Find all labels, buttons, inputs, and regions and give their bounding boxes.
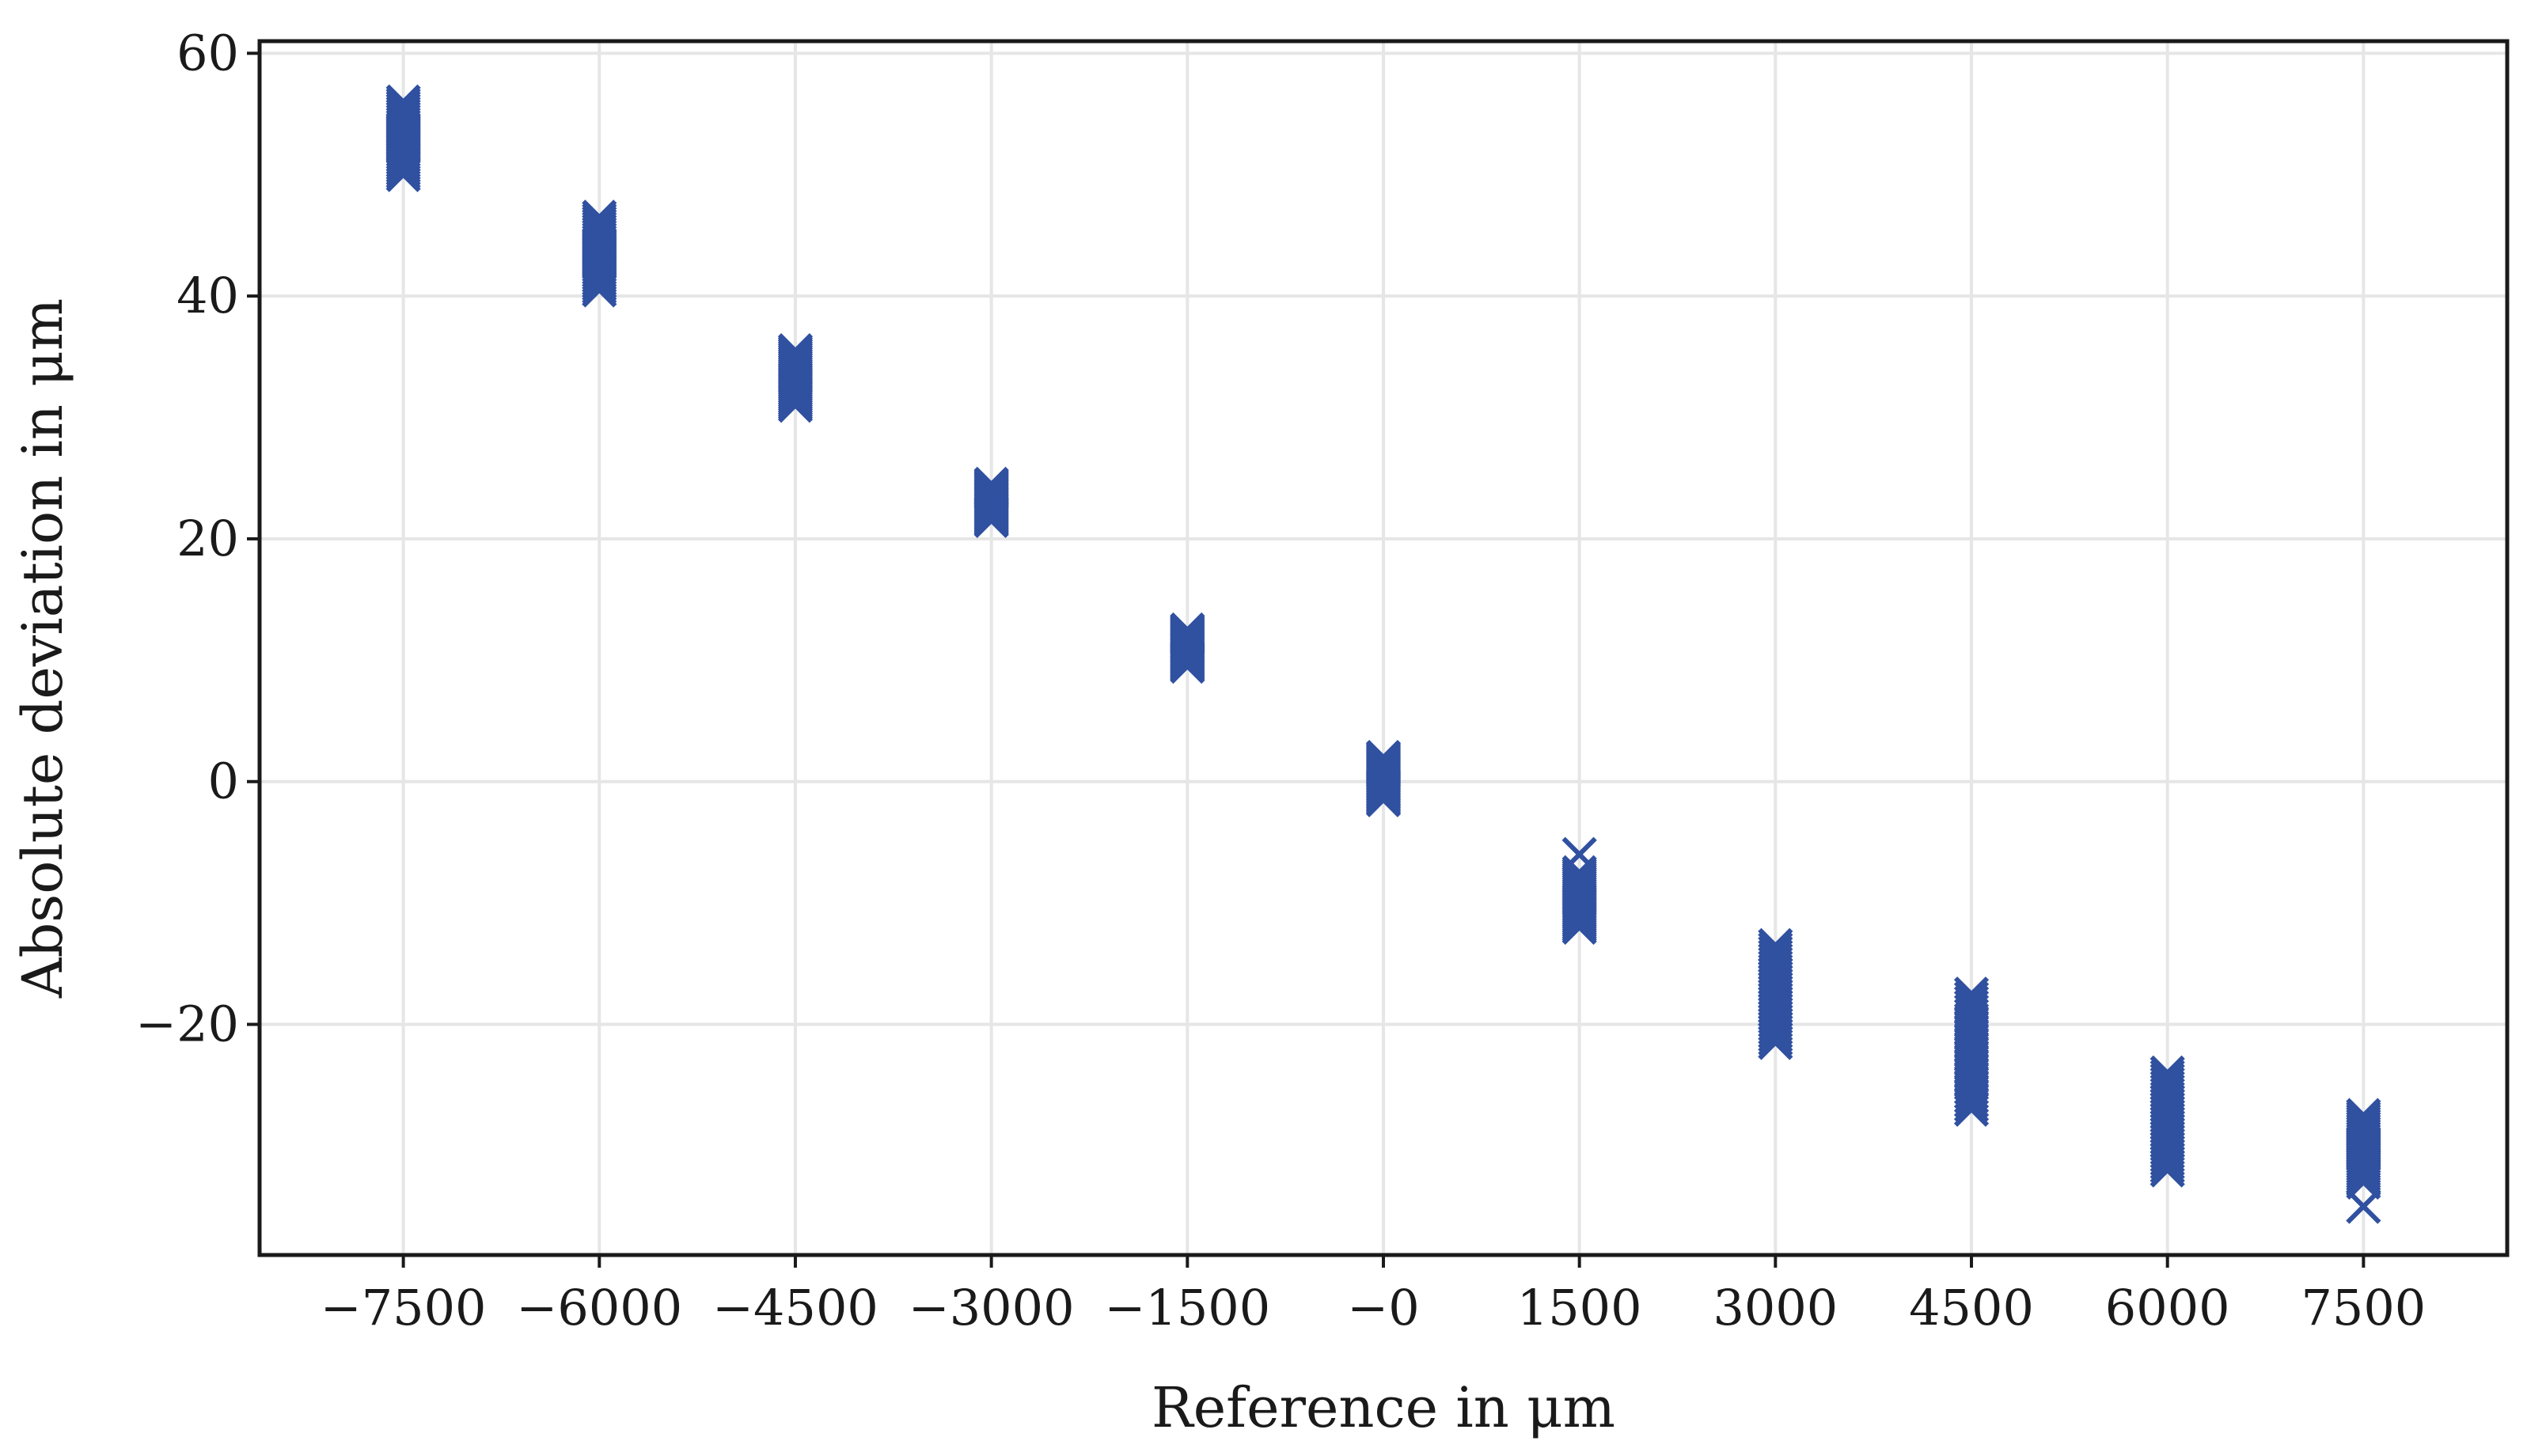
x-tick-label: −3000	[909, 1279, 1075, 1337]
data-point	[973, 466, 1009, 502]
x-tick-label: 6000	[2105, 1279, 2230, 1337]
x-tick-label: −7500	[321, 1279, 487, 1337]
axis-ticks: −7500 −6000 −4500 −3000 −1500 −0 1500 3000 4500 6…	[135, 24, 2426, 1337]
data-point	[1953, 993, 1990, 1029]
data-point	[1758, 927, 1793, 963]
data-point	[1953, 984, 1990, 1021]
y-tick-label: 40	[176, 267, 239, 324]
x-tick-label: 4500	[1909, 1279, 2034, 1337]
data-point	[582, 199, 617, 235]
data-point	[1953, 989, 1990, 1025]
x-tick-label: −1500	[1104, 1279, 1270, 1337]
data-markers	[385, 84, 2381, 1224]
data-point	[2346, 1098, 2381, 1133]
data-point	[2149, 1069, 2185, 1105]
data-point	[385, 84, 421, 119]
data-point	[1365, 739, 1402, 775]
y-tick-label: 60	[176, 24, 239, 82]
y-axis-label: Absolute deviation in μm	[10, 298, 75, 999]
data-point	[2149, 1066, 2185, 1101]
y-tick-label: −20	[135, 995, 239, 1053]
y-tick-label: 0	[208, 753, 239, 810]
x-tick-label: −6000	[516, 1279, 682, 1337]
data-point	[2149, 1062, 2185, 1098]
data-point	[777, 333, 814, 369]
x-tick-label: −4500	[712, 1279, 878, 1337]
data-point	[1758, 942, 1793, 978]
data-point	[2149, 1055, 2185, 1091]
x-axis-label: Reference in μm	[1152, 1375, 1615, 1440]
data-point	[1953, 976, 1990, 1012]
y-tick-label: 20	[176, 510, 239, 567]
data-point	[1758, 938, 1793, 974]
x-tick-label: 1500	[1517, 1279, 1642, 1337]
x-tick-label: 7500	[2301, 1279, 2426, 1337]
x-tick-label: 3000	[1713, 1279, 1838, 1337]
data-point-outlier	[2346, 1189, 2381, 1224]
x-tick-label: −0	[1347, 1279, 1419, 1337]
data-point	[1758, 931, 1793, 967]
data-point	[1758, 935, 1793, 971]
data-point-outlier	[1561, 836, 1597, 872]
data-point	[2149, 1059, 2185, 1094]
data-point	[1170, 612, 1205, 648]
data-point	[1953, 980, 1990, 1016]
